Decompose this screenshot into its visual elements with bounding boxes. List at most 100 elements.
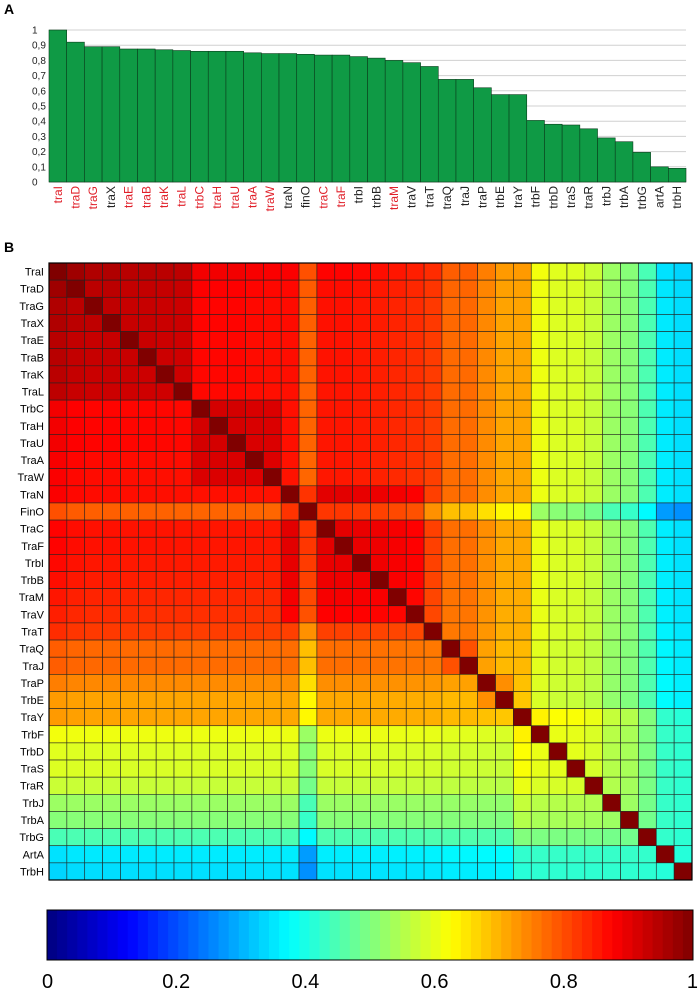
heatmap-cell [441,382,461,401]
heatmap-cell [280,434,300,452]
heatmap-cell [227,811,246,829]
heatmap-cell [459,674,478,692]
heatmap-cell [513,656,532,675]
heatmap-frame [48,262,693,881]
heatmap-cell [155,588,175,607]
heatmap-cell [227,622,246,641]
heatmap-cell [352,314,371,332]
heatmap-cell [334,262,353,281]
heatmap-cell [102,519,121,538]
heatmap-cell [84,279,103,298]
heatmap-cell [352,742,371,761]
heatmap-cell [477,416,496,435]
heatmap-cell [459,348,478,367]
heatmap-cell [227,434,246,452]
heatmap-cell [138,571,157,589]
heatmap-cell [48,828,68,847]
heatmap-cell [548,622,568,641]
heatmap-cell [173,828,193,847]
heatmap-cell [673,776,693,795]
heatmap-cell [566,811,586,829]
heatmap-cell [370,416,389,435]
heatmap-cell [155,742,175,761]
heatmap-cell [155,845,175,864]
colorbar-tick-label: 0 [42,971,53,993]
row-label-TrbA: TrbA [21,815,45,827]
heatmap-cell [459,742,478,761]
heatmap-cell [66,605,86,624]
heatmap-cell [602,348,621,367]
heatmap-cell [620,468,639,487]
heatmap-cell [513,365,532,384]
heatmap-cell [66,348,86,367]
colorbar-swatch [188,910,199,960]
row-label-TrbF: TrbF [21,729,44,741]
heatmap-cell [334,554,353,572]
x-tick-label-trbF: trbF [529,186,543,207]
heatmap-cell [66,468,86,487]
heatmap-cell [66,828,86,847]
heatmap-cell [655,536,675,555]
heatmap-cell [352,434,371,452]
heatmap-cell [423,314,443,332]
colorbar-swatch [571,910,583,960]
heatmap-cell [263,759,282,778]
heatmap-cell [495,656,514,675]
heatmap-cell [548,811,568,829]
heatmap-cell [370,776,389,795]
heatmap-cell [620,588,639,607]
heatmap-cell [477,399,496,418]
heatmap-cell [441,416,461,435]
heatmap-cell [566,759,586,778]
colorbar-swatch [370,910,381,960]
heatmap-cell [655,399,675,418]
heatmap-cell [316,725,336,744]
heatmap-cell [477,656,496,675]
heatmap-cell [530,776,550,795]
heatmap-cell [173,399,193,418]
heatmap-cell [370,314,389,332]
heatmap-cell [155,536,175,555]
heatmap-cell [655,794,675,812]
heatmap-cell [298,279,318,298]
x-tick-label-trbH: trbH [670,186,684,209]
heatmap-cell [620,416,639,435]
heatmap-cell [191,571,211,589]
heatmap-cell [48,725,68,744]
heatmap-cell [298,348,318,367]
heatmap-cell [66,416,86,435]
colorbar-swatch [198,910,209,960]
heatmap-cell [673,382,693,401]
colorbar-swatch [269,910,280,960]
bar-trbH [668,168,687,183]
heatmap-cell [548,314,568,332]
heatmap-cell [209,279,228,298]
colorbar-swatch [420,910,431,960]
heatmap-cell [423,485,443,504]
heatmap-cell [655,811,675,829]
heatmap-cell [102,622,121,641]
heatmap-cell [405,382,425,401]
heatmap-cell [84,296,103,315]
heatmap-cell [405,674,425,692]
heatmap-cell [138,451,157,469]
heatmap-cell [673,811,693,829]
row-label-TraL: TraL [22,387,44,399]
heatmap-cell [602,725,621,744]
heatmap-cell [655,639,675,658]
heatmap-cell [334,828,353,847]
heatmap-cell [280,862,300,881]
heatmap-cell [495,331,514,349]
heatmap-cell [388,811,407,829]
heatmap-cell [423,554,443,572]
heatmap-cell [173,451,193,469]
heatmap-cell [334,794,353,812]
heatmap-cell [173,674,193,692]
heatmap-cell [655,691,675,709]
heatmap-cell [566,639,586,658]
heatmap-cell [584,296,603,315]
heatmap-cell [513,742,532,761]
heatmap-cell [263,262,282,281]
heatmap-cell [66,794,86,812]
heatmap-cell [334,588,353,607]
